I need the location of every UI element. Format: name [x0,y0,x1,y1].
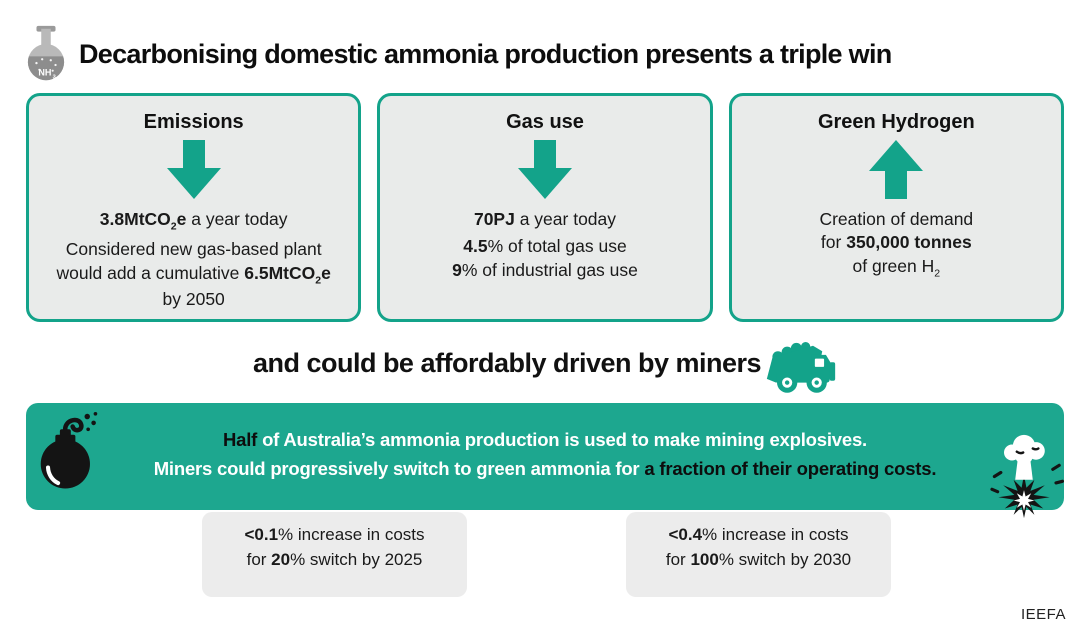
card-emissions: Emissions 3.8MtCO2e a year today Conside… [26,93,362,322]
page-title: Decarbonising domestic ammonia productio… [79,39,892,69]
ieefa-credit: IEEFA [1020,606,1066,623]
gas-today-line: 70PJ a year today [473,209,617,229]
banner-line-2: Miners could progressively switch to gre… [153,458,937,479]
cost-box-2030-line1: <0.4% increase in costs [668,524,849,544]
cost-box-2025-line2: for 20% switch by 2025 [246,549,423,569]
card-green-hydrogen: Green Hydrogen Creation of demand for 350… [728,93,1064,322]
arrow-down-icon [517,140,572,199]
svg-text:NH: NH [38,67,51,77]
emissions-cumulative-line: Considered new gas-based plant would add … [56,239,331,310]
cost-box-2025-line1: <0.1% increase in costs [244,524,425,544]
cost-box-2025: <0.1% increase in costs for 20% switch b… [202,512,467,597]
mid-heading: and could be affordably driven by miners [252,347,762,378]
miners-banner: Half of Australia’s ammonia production i… [26,403,1064,519]
dump-truck-icon [766,342,836,393]
arrow-up-icon [869,140,924,199]
cost-box-2030: <0.4% increase in costs for 100% switch … [626,512,891,597]
header: NH 3 Decarbonising domestic ammonia prod… [0,0,1090,85]
arrow-down-icon [166,140,221,199]
card-gas-use: Gas use 70PJ a year today 4.5% of total … [377,93,713,322]
banner-line-1: Half of Australia’s ammonia production i… [222,428,868,450]
hydrogen-demand-line: Creation of demand for 350,000 tonnes of g… [819,209,974,280]
emissions-today-line: 3.8MtCO2e a year today [99,209,288,233]
triple-win-cards: Emissions 3.8MtCO2e a year today Conside… [26,93,1064,322]
mid-heading-row: and could be affordably driven by miners [0,333,1090,393]
cost-box-2030-line2: for 100% switch by 2030 [665,549,852,569]
gas-share-lines: 4.5% of total gas use 9% of industrial ga… [452,236,638,280]
svg-text:3: 3 [53,74,56,80]
card-emissions-title: Emissions [143,111,244,133]
bomb-icon [40,411,98,489]
card-green-hydrogen-title: Green Hydrogen [817,111,975,133]
flask-nh3-icon: NH 3 [27,25,65,80]
explosion-icon [990,434,1064,519]
cost-boxes: <0.1% increase in costs for 20% switch b… [0,510,1090,598]
card-gas-use-title: Gas use [506,111,584,133]
